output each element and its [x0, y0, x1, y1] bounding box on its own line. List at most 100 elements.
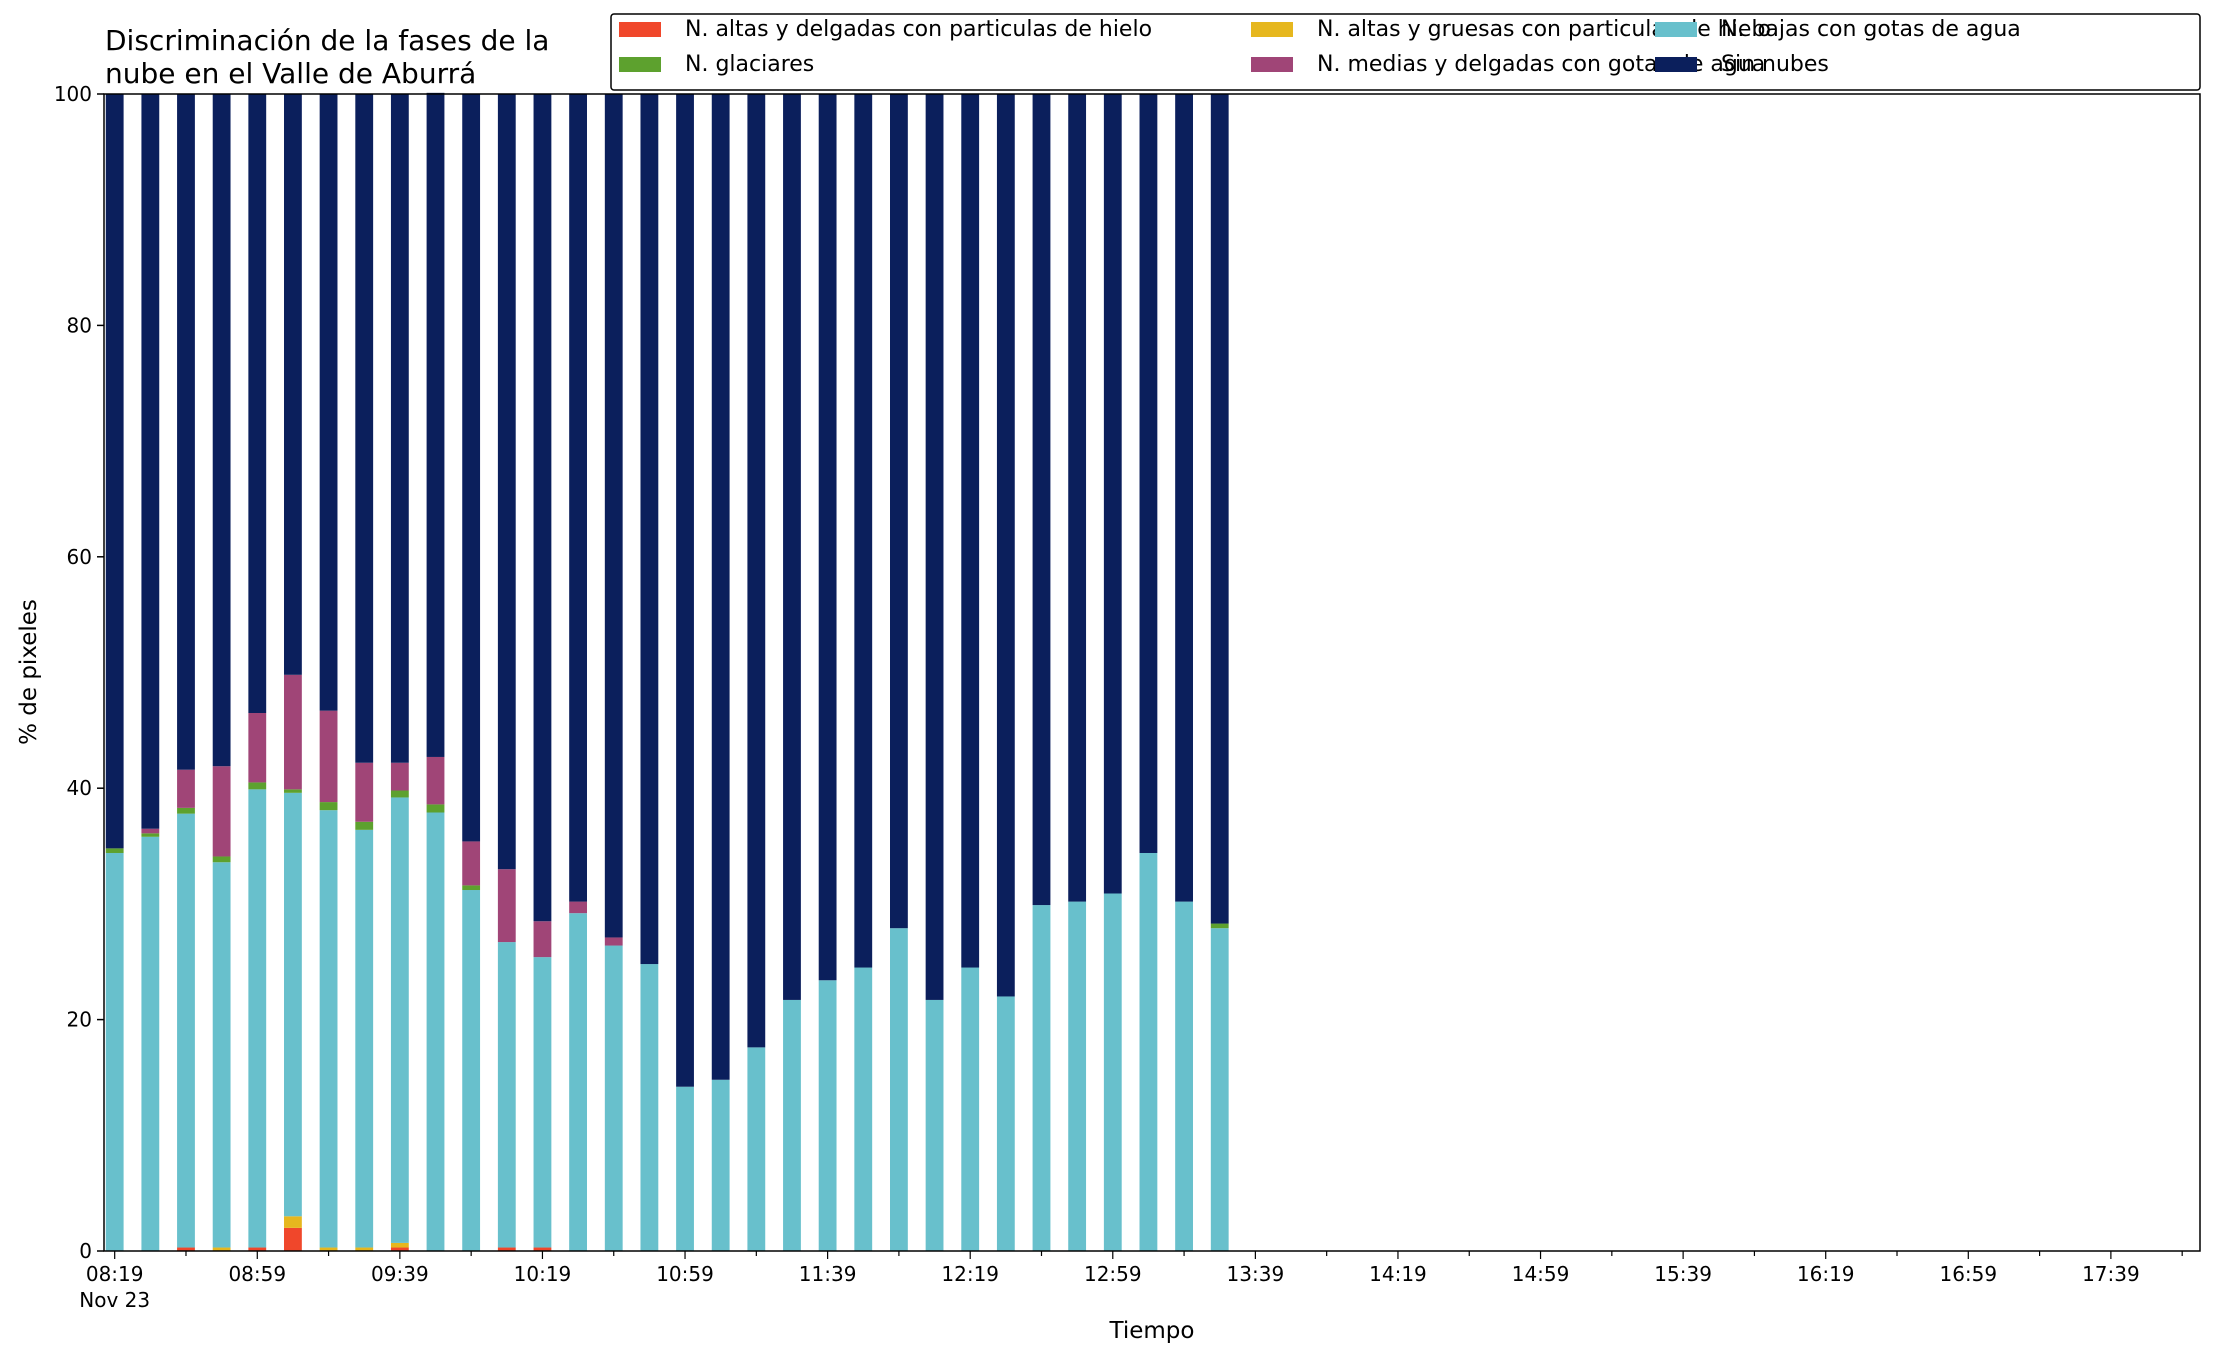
bar-segment: [390, 1247, 409, 1251]
y-tick-label: 20: [67, 1008, 92, 1032]
bar-segment: [747, 94, 766, 1048]
y-tick-label: 60: [67, 545, 92, 569]
bar-segment: [355, 94, 374, 763]
bar-segment: [1210, 94, 1229, 924]
bar-segment: [604, 945, 623, 1251]
bar-segment: [604, 94, 623, 938]
bar-segment: [497, 94, 516, 870]
bar-segment: [212, 856, 231, 863]
bar-segment: [497, 942, 516, 1248]
bar-segment: [212, 766, 231, 857]
bar-segment: [426, 756, 445, 805]
x-tick-label: 12:19: [941, 1262, 999, 1286]
bar-segment: [426, 812, 445, 1251]
x-axis-label: Tiempo: [1109, 1318, 1195, 1344]
bar-segment: [890, 928, 908, 1251]
bar-segment: [890, 94, 908, 929]
x-tick-label: 15:39: [1654, 1262, 1712, 1286]
y-tick-label: 80: [67, 313, 92, 337]
bar-segment: [212, 862, 231, 1248]
bar-segment: [105, 852, 124, 1251]
bar-segment: [177, 1247, 195, 1251]
bar-segment: [355, 829, 374, 1248]
bar-segment: [284, 674, 302, 790]
bar-segment: [711, 1079, 730, 1251]
bar-segment: [390, 94, 409, 763]
bar-segment: [640, 94, 659, 965]
bar-segment: [925, 94, 944, 1000]
bar-segment: [212, 94, 231, 767]
legend-swatch: [1251, 57, 1293, 72]
bar-segment: [961, 967, 980, 1251]
bar-segment: [319, 710, 338, 803]
bar-segment: [141, 836, 160, 1251]
x-tick-label: 13:39: [1227, 1262, 1285, 1286]
bar-segment: [319, 810, 338, 1248]
x-tick-label: 11:39: [799, 1262, 857, 1286]
x-tick-label: 08:59: [228, 1262, 286, 1286]
bar-segment: [676, 1086, 694, 1251]
bar-segment: [177, 769, 195, 808]
x-tick-label: 09:39: [371, 1262, 429, 1286]
legend-label: Sin nubes: [1721, 52, 1829, 77]
bar-segment: [462, 841, 481, 886]
bar-segment: [604, 937, 623, 946]
legend-swatch: [619, 57, 661, 72]
x-tick-sublabel: Nov 23: [79, 1288, 150, 1312]
bar-segment: [248, 94, 267, 713]
y-tick-label: 40: [67, 776, 92, 800]
plot-frame: [103, 93, 2201, 1252]
legend-swatch: [1251, 22, 1293, 37]
x-tick-label: 12:59: [1084, 1262, 1142, 1286]
bar-segment: [1175, 94, 1193, 902]
bar-segment: [1103, 94, 1122, 894]
bar-segment: [248, 789, 267, 1248]
bar-segment: [533, 957, 552, 1248]
y-tick-label: 0: [79, 1239, 92, 1263]
x-tick-label: 14:59: [1512, 1262, 1570, 1286]
bar-segment: [462, 890, 481, 1251]
bar-segment: [1210, 923, 1229, 929]
bar-segment: [355, 762, 374, 822]
bar-segment: [248, 1247, 267, 1251]
x-tick-label: 14:19: [1369, 1262, 1427, 1286]
bar-segment: [497, 869, 516, 943]
legend-swatch: [1655, 57, 1697, 72]
bar-segment: [676, 94, 694, 1087]
legend-label: N. glaciares: [685, 52, 814, 77]
bar-segment: [390, 797, 409, 1243]
bar-segment: [1139, 94, 1158, 853]
bar-segment: [854, 94, 873, 968]
chart-title-line2: nube en el Valle de Aburrá: [105, 57, 476, 90]
x-tick-label: 10:19: [514, 1262, 572, 1286]
bar-segment: [248, 782, 267, 790]
bar-segment: [1032, 94, 1051, 906]
chart-title-line1: Discriminación de la fases de la: [105, 24, 549, 57]
legend-swatch: [619, 22, 661, 37]
legend-label: N. altas y gruesas con particulas de hie…: [1317, 17, 1771, 42]
bar-segment: [284, 94, 302, 675]
bar-segment: [1175, 901, 1193, 1251]
bar-segment: [783, 94, 801, 1000]
bar-segment: [462, 885, 481, 891]
bar-segment: [426, 92, 445, 757]
bar-segment: [390, 762, 409, 791]
bar-segment: [355, 821, 374, 830]
bar-segment: [105, 848, 124, 853]
bar-segment: [1103, 893, 1122, 1251]
bar-segment: [105, 94, 124, 849]
x-tick-label: 17:39: [2082, 1262, 2140, 1286]
bar-segment: [177, 813, 195, 1248]
bar-segment: [284, 789, 302, 793]
bar-segment: [533, 1247, 552, 1251]
bar-segment: [177, 807, 195, 814]
y-axis-label: % de pixeles: [16, 599, 42, 745]
bar-segment: [783, 999, 801, 1251]
legend-label: N. altas y delgadas con particulas de hi…: [685, 17, 1152, 42]
x-tick-label: 08:19: [86, 1262, 144, 1286]
bar-segment: [177, 94, 195, 770]
bar-segment: [284, 1227, 302, 1251]
bars-group: [105, 92, 1229, 1251]
bar-segment: [533, 94, 552, 922]
